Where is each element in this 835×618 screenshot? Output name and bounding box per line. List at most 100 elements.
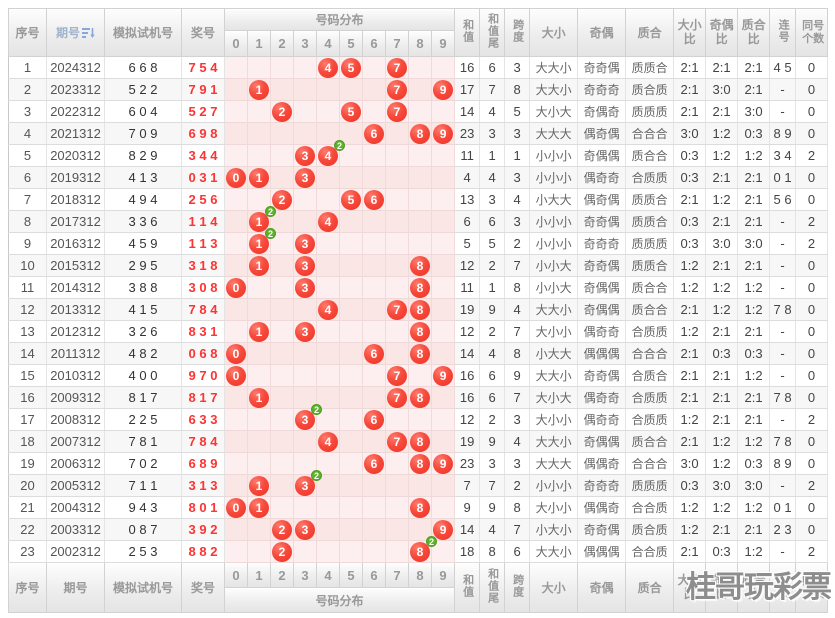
footer-parity-ratio-label: 奇偶比 <box>709 572 734 601</box>
distribution-cell <box>339 232 363 255</box>
row-prize-number: 7 9 1 <box>181 78 225 101</box>
number-ball: 4 <box>318 57 338 78</box>
row-prime-ratio: 0:3 <box>737 452 771 475</box>
number-ball: 1 <box>249 497 269 518</box>
distribution-cell: 1 <box>247 496 271 519</box>
row-test-number: 3 8 8 <box>104 276 182 299</box>
distribution-cell: 1 <box>247 320 271 343</box>
row-consecutive: - <box>769 254 797 277</box>
row-span: 3 <box>504 56 531 79</box>
row-prime-ratio: 1:2 <box>737 298 771 321</box>
row-prime-ratio: 2:1 <box>737 56 771 79</box>
distribution-cell <box>339 540 363 563</box>
distribution-cell <box>339 342 363 365</box>
row-size-pattern: 小大小 <box>529 518 579 541</box>
number-ball: 4 <box>318 431 338 452</box>
row-seq: 16 <box>8 386 47 409</box>
distribution-cell <box>293 496 317 519</box>
row-prize-number: 8 1 7 <box>181 386 225 409</box>
row-sum: 23 <box>454 452 481 475</box>
distribution-cell <box>247 452 271 475</box>
row-parity-pattern: 偶奇奇 <box>577 386 627 409</box>
row-period: 2016312 <box>46 232 105 255</box>
distribution-cell <box>362 56 386 79</box>
row-prize-number: 7 5 4 <box>181 56 225 79</box>
row-sum: 12 <box>454 320 481 343</box>
row-sum: 12 <box>454 254 481 277</box>
distribution-cell <box>316 78 340 101</box>
digit-column-header: 8 <box>408 30 432 57</box>
row-parity-ratio: 2:1 <box>705 210 739 233</box>
row-size-ratio: 3:0 <box>673 452 707 475</box>
row-seq: 12 <box>8 298 47 321</box>
distribution-cell <box>339 452 363 475</box>
row-size-pattern: 大小大 <box>529 100 579 123</box>
row-same-count: 2 <box>795 474 828 497</box>
row-parity-ratio: 1:2 <box>705 496 739 519</box>
footer-consecutive-label: 连号 <box>777 574 790 598</box>
distribution-cell <box>362 100 386 123</box>
sort-icon[interactable] <box>82 27 95 39</box>
distribution-cell <box>362 210 386 233</box>
row-parity-ratio: 2:1 <box>705 364 739 387</box>
distribution-cell <box>270 232 294 255</box>
distribution-cell <box>339 320 363 343</box>
row-period: 2021312 <box>46 122 105 145</box>
row-parity-ratio: 1:2 <box>705 298 739 321</box>
distribution-cell: 0 <box>224 364 248 387</box>
footer-distribution: 号码分布 <box>223 587 456 613</box>
number-ball: 1 <box>249 79 269 100</box>
distribution-cell <box>431 342 456 365</box>
row-sum-tail: 9 <box>479 496 506 519</box>
distribution-cell <box>339 254 363 277</box>
row-same-count: 2 <box>795 232 828 255</box>
row-prime-pattern: 质合质 <box>625 518 675 541</box>
distribution-cell <box>385 188 409 211</box>
row-test-number: 9 4 3 <box>104 496 182 519</box>
header-size-ratio: 大小比 <box>673 8 707 57</box>
row-test-number: 6 6 8 <box>104 56 182 79</box>
table-header: 序号 期号 模拟试机号 奖号 号码分布 和值 和值尾 跨度 大小 奇偶 质合 大… <box>8 8 828 57</box>
row-size-ratio: 0:3 <box>673 166 707 189</box>
footer-size: 大小 <box>529 562 579 613</box>
row-test-number: 7 0 2 <box>104 452 182 475</box>
row-sum: 11 <box>454 144 481 167</box>
distribution-cell <box>362 78 386 101</box>
row-size-pattern: 小小小 <box>529 210 579 233</box>
row-parity-pattern: 偶奇奇 <box>577 320 627 343</box>
number-ball: 7 <box>387 365 407 386</box>
digit-column-header: 8 <box>408 562 432 588</box>
row-sum-tail: 9 <box>479 430 506 453</box>
row-period: 2003312 <box>46 518 105 541</box>
row-consecutive: - <box>769 210 797 233</box>
row-seq: 18 <box>8 430 47 453</box>
distribution-cell <box>270 144 294 167</box>
footer-sum: 和值 <box>454 562 481 613</box>
number-ball: 1 <box>249 387 269 408</box>
row-same-count: 0 <box>795 188 828 211</box>
number-ball: 9 <box>433 365 454 386</box>
row-size-pattern: 小小小 <box>529 144 579 167</box>
row-same-count: 0 <box>795 386 828 409</box>
digit-column-header: 6 <box>362 30 386 57</box>
row-period: 2011312 <box>46 342 105 365</box>
repeat-count-badge: 2 <box>426 535 437 547</box>
row-sum-tail: 9 <box>479 298 506 321</box>
row-parity-ratio: 1:2 <box>705 122 739 145</box>
row-period: 2013312 <box>46 298 105 321</box>
row-prize-number: 8 0 1 <box>181 496 225 519</box>
distribution-cell <box>431 144 456 167</box>
distribution-cell <box>224 100 248 123</box>
row-size-ratio: 2:1 <box>673 78 707 101</box>
distribution-cell: 4 <box>316 210 340 233</box>
header-period[interactable]: 期号 <box>46 8 105 57</box>
distribution-cell <box>385 144 409 167</box>
distribution-cell <box>408 210 432 233</box>
row-size-pattern: 大大大 <box>529 122 579 145</box>
row-parity-pattern: 偶偶奇 <box>577 496 627 519</box>
distribution-cell <box>293 78 317 101</box>
row-size-pattern: 小小小 <box>529 474 579 497</box>
row-parity-pattern: 奇奇偶 <box>577 56 627 79</box>
